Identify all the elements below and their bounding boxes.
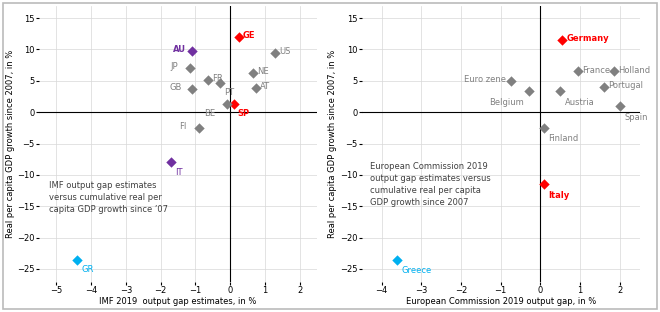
- Text: BE: BE: [205, 109, 216, 118]
- Point: [539, 125, 550, 130]
- Text: Greece: Greece: [401, 266, 432, 275]
- Text: FI: FI: [180, 122, 187, 131]
- Point: [539, 182, 550, 187]
- Text: SP: SP: [238, 109, 250, 118]
- Text: IT: IT: [176, 168, 183, 177]
- Text: PT: PT: [224, 88, 234, 97]
- X-axis label: European Commission 2019 output gap, in %: European Commission 2019 output gap, in …: [406, 297, 596, 306]
- Text: NE: NE: [257, 67, 269, 76]
- Text: Spain: Spain: [624, 113, 647, 121]
- Point: [222, 101, 232, 106]
- Point: [251, 86, 261, 91]
- Point: [614, 103, 625, 108]
- Point: [187, 48, 197, 53]
- Text: Euro zene: Euro zene: [465, 75, 506, 84]
- Point: [187, 86, 197, 91]
- Point: [248, 71, 258, 76]
- Point: [609, 69, 619, 74]
- X-axis label: IMF 2019  output gap estimates, in %: IMF 2019 output gap estimates, in %: [100, 297, 257, 306]
- Point: [203, 77, 213, 82]
- Point: [214, 80, 225, 85]
- Point: [599, 85, 609, 90]
- Text: GE: GE: [243, 31, 255, 40]
- Point: [555, 89, 566, 94]
- Text: FR: FR: [212, 74, 222, 83]
- Point: [573, 69, 583, 74]
- Point: [185, 66, 195, 71]
- Text: US: US: [280, 47, 291, 56]
- Point: [234, 34, 244, 39]
- Text: IMF output gap estimates
versus cumulative real per
capita GDP growth since ’07: IMF output gap estimates versus cumulati…: [50, 181, 168, 214]
- Point: [506, 78, 516, 83]
- Text: Belgium: Belgium: [490, 98, 524, 107]
- Point: [523, 89, 534, 94]
- Text: France: France: [582, 66, 610, 75]
- Text: Italy: Italy: [548, 191, 570, 200]
- Point: [557, 37, 568, 42]
- Text: Holland: Holland: [618, 66, 650, 75]
- Point: [72, 257, 82, 262]
- Text: JP: JP: [171, 62, 178, 71]
- Text: Austria: Austria: [564, 98, 594, 107]
- Text: AU: AU: [172, 45, 185, 54]
- Text: European Commission 2019
output gap estimates versus
cumulative real per capita
: European Commission 2019 output gap esti…: [370, 162, 490, 207]
- Text: Finland: Finland: [548, 134, 579, 144]
- Point: [270, 50, 280, 55]
- Point: [193, 125, 204, 130]
- Y-axis label: Real per capita GDP growth since 2007, in %: Real per capita GDP growth since 2007, i…: [328, 49, 337, 238]
- Text: Germany: Germany: [566, 34, 609, 43]
- Text: GR: GR: [81, 265, 94, 274]
- Point: [228, 101, 239, 106]
- Text: GB: GB: [170, 83, 182, 92]
- Text: Portugal: Portugal: [608, 81, 643, 90]
- Y-axis label: Real per capita GDP growth since 2007, in %: Real per capita GDP growth since 2007, i…: [5, 49, 15, 238]
- Text: AT: AT: [261, 82, 271, 91]
- Point: [392, 257, 403, 262]
- Point: [166, 160, 176, 165]
